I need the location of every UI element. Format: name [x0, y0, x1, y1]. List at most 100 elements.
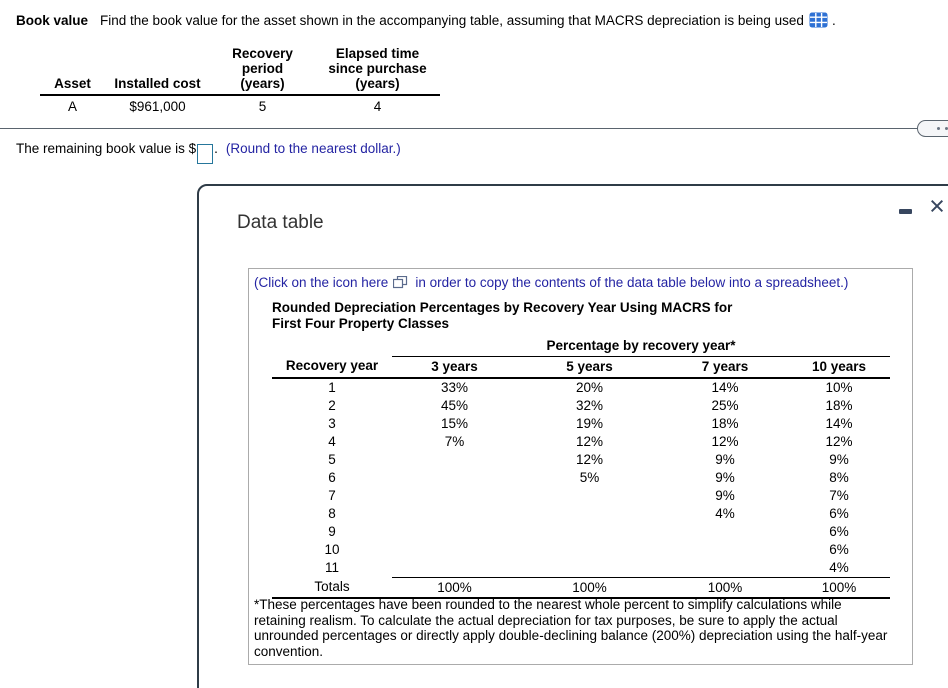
installed-cost-header: Installed cost — [105, 46, 210, 96]
cell: 32% — [575, 397, 604, 413]
span-header: Percentage by recovery year* — [392, 337, 890, 357]
copy-text-after: in order to copy the contents of the dat… — [415, 275, 849, 290]
cell: 12% — [575, 433, 604, 449]
cell — [392, 451, 517, 469]
cell — [392, 541, 517, 559]
macrs-table-title: Rounded Depreciation Percentages by Reco… — [272, 300, 733, 331]
column-header-row: Recovery year 3 years 5 years 7 years 10… — [272, 356, 890, 379]
table-row: 4 7% 12% 12% 12% — [272, 433, 890, 451]
copy-text-before: (Click on the icon here — [254, 275, 389, 290]
copy-icon[interactable] — [393, 275, 408, 289]
cell — [662, 523, 788, 541]
cell: 25% — [711, 397, 739, 413]
cell — [662, 541, 788, 559]
cell: 2 — [328, 397, 336, 413]
recovery-period-header: Recovery period (years) — [210, 46, 315, 96]
cell: 6% — [829, 541, 849, 557]
table-row: 9 6% — [272, 523, 890, 541]
copy-instruction: (Click on the icon here in order to copy … — [254, 275, 848, 290]
cell: 11 — [324, 559, 339, 575]
col-header-5-years: 5 years — [517, 356, 662, 379]
table-row: 5 12% 9% 9% — [272, 451, 890, 469]
cell: 12% — [825, 433, 853, 449]
minimize-icon — [898, 209, 912, 214]
totals-label: Totals — [272, 577, 392, 599]
problem-statement: Book value Find the book value for the as… — [16, 12, 836, 28]
table-row: 7 9% 7% — [272, 487, 890, 505]
footnote-line: retaining realism. To calculate the actu… — [254, 612, 838, 628]
answer-hint: (Round to the nearest dollar.) — [225, 141, 401, 156]
cell: 10 — [324, 541, 340, 557]
cell — [392, 523, 517, 541]
cell — [392, 469, 517, 487]
answer-input[interactable] — [197, 143, 214, 164]
elapsed-time-header: Elapsed time since purchase (years) — [315, 46, 440, 96]
span-header-row: Percentage by recovery year* — [272, 337, 890, 357]
cell: 7% — [829, 487, 849, 503]
cell — [662, 559, 788, 578]
elapsed-time-cell: 4 — [373, 99, 382, 114]
cell: 15% — [440, 415, 469, 431]
cell: 12% — [575, 451, 604, 467]
table-row: 2 45% 32% 25% 18% — [272, 397, 890, 415]
close-icon: × — [929, 191, 945, 221]
cell: 14% — [825, 415, 853, 431]
cell: 18% — [711, 415, 739, 431]
totals-row: Totals 100% 100% 100% 100% — [272, 576, 890, 599]
cell: 6 — [328, 469, 336, 485]
total-10-years: 100% — [788, 576, 890, 599]
close-button[interactable]: × — [923, 190, 948, 222]
table-row: 1 33% 20% 14% 10% — [272, 378, 890, 397]
cell — [392, 559, 517, 578]
cell: 9% — [715, 487, 735, 503]
col-header-7-years: 7 years — [662, 356, 788, 379]
cell: 1 — [328, 379, 336, 395]
footnote-line: convention. — [254, 643, 324, 659]
empty-cell — [272, 337, 392, 356]
cell: 4 — [328, 433, 336, 449]
cell: 12% — [711, 433, 739, 449]
cell: 7% — [444, 433, 465, 449]
answer-period: . — [214, 141, 218, 156]
cell: 45% — [440, 397, 469, 413]
section-divider — [0, 128, 948, 129]
cell — [517, 559, 662, 578]
col-header-10-years: 10 years — [788, 356, 890, 379]
cell — [517, 505, 662, 523]
cell — [392, 505, 517, 523]
handle-dot — [937, 127, 940, 130]
macrs-table: Percentage by recovery year* Recovery ye… — [272, 337, 890, 599]
asset-header: Asset — [40, 46, 105, 96]
cell: 7 — [328, 487, 336, 503]
col-header-3-years: 3 years — [392, 356, 517, 379]
cell: 20% — [575, 379, 604, 395]
cell: 6% — [829, 505, 849, 521]
cell: 19% — [575, 415, 604, 431]
data-table-panel: (Click on the icon here in order to copy … — [248, 268, 913, 665]
footnote-line: unrounded percentages or directly apply … — [254, 628, 888, 643]
table-row: 8 4% 6% — [272, 505, 890, 523]
table-row: 11 4% — [272, 559, 890, 578]
total-3-years: 100% — [392, 576, 517, 599]
col-header-recovery-year: Recovery year — [272, 356, 392, 379]
cell: 14% — [711, 379, 739, 395]
cell: 9% — [829, 451, 849, 467]
minimize-button[interactable] — [894, 198, 916, 222]
asset-table: Asset Installed cost Recovery period (ye… — [40, 46, 440, 114]
data-table-grid-icon[interactable] — [809, 12, 828, 28]
cell: 4% — [715, 505, 735, 521]
asset-cell: A — [67, 99, 77, 114]
cell: 3 — [328, 415, 336, 431]
problem-text: Find the book value for the asset shown … — [100, 13, 804, 28]
table-row: 10 6% — [272, 541, 890, 559]
cell: 8 — [328, 505, 336, 521]
cell: 6% — [829, 523, 849, 539]
cell: 5% — [579, 469, 600, 485]
dialog-title: Data table — [237, 212, 324, 233]
table-row: 3 15% 19% 18% 14% — [272, 415, 890, 433]
divider-drag-handle[interactable] — [917, 120, 948, 137]
cell: 9% — [715, 469, 735, 485]
cell: 4% — [829, 559, 849, 575]
installed-cost-cell: $961,000 — [129, 99, 186, 114]
